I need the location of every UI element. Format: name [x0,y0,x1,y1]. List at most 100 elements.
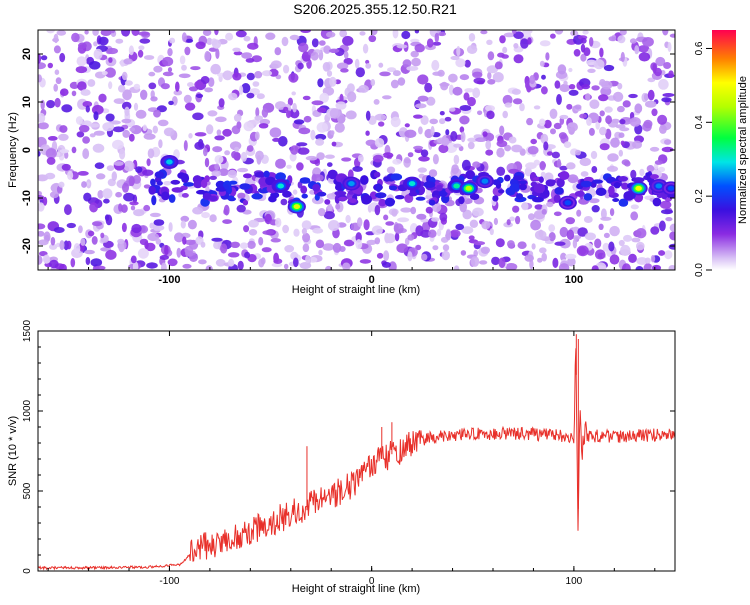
noise-blob [403,156,411,168]
noise-blob [300,30,311,33]
noise-blob [568,67,573,73]
noise-blob [359,259,372,264]
noise-blob [184,46,191,56]
noise-blob [234,146,240,153]
noise-blob [402,59,412,68]
signal-blob [338,196,348,201]
noise-blob [386,166,396,174]
noise-blob [366,239,377,245]
noise-blob [607,153,619,162]
noise-blob [567,174,579,184]
noise-blob [327,203,333,212]
signal-blob [263,170,270,178]
noise-blob [599,126,607,136]
noise-blob [566,229,575,241]
colorbar-ticks: 0.0 0.2 0.4 0.6 [694,41,712,277]
noise-blob [496,147,505,158]
noise-blob [548,224,556,233]
noise-blob [290,145,299,155]
noise-blob [192,112,204,121]
noise-blob [476,80,485,85]
noise-blob [599,47,604,58]
noise-blob [316,122,328,133]
noise-blob [180,215,190,222]
signal-blob [618,176,629,182]
noise-blob [139,238,149,246]
noise-blob [289,108,300,119]
noise-blob [513,43,519,49]
noise-blob [579,157,591,167]
signal-blob [361,194,373,204]
noise-blob [215,116,227,123]
noise-blob [617,82,623,90]
noise-blob [441,137,450,146]
colorbar-tick-label: 0.0 [694,263,705,277]
noise-blob [612,91,624,102]
signal-blob [202,192,212,200]
y-tick-label: -20 [21,238,33,254]
signal-blob [275,172,286,182]
noise-blob [78,125,90,133]
noise-blob [121,118,132,124]
noise-blob [383,214,389,221]
noise-blob [239,85,244,95]
noise-blob [326,31,336,38]
noise-blob [161,262,167,270]
noise-blob [539,160,546,171]
noise-blob [486,110,495,120]
signal-blob [196,189,207,195]
noise-blob [280,198,288,206]
noise-blob [583,216,593,223]
noise-blob [504,102,512,108]
noise-blob [270,60,282,69]
noise-blob [289,152,297,162]
noise-blob [135,166,143,174]
noise-blob [540,171,546,178]
noise-blob [417,167,427,173]
noise-blob [101,70,108,76]
noise-blob [298,127,311,135]
noise-blob [407,251,413,262]
noise-blob [346,83,355,93]
noise-blob [302,232,311,243]
noise-blob [634,45,640,55]
noise-blob [53,83,58,92]
noise-blob [227,252,240,258]
noise-blob [374,237,381,245]
noise-blob [106,47,118,55]
noise-blob [586,117,592,126]
snr-background [38,331,675,571]
noise-blob [371,225,383,235]
noise-blob [363,219,370,231]
signal-blob [384,197,395,207]
noise-blob [312,227,324,234]
signal-blob [301,193,308,199]
noise-blob [130,255,137,264]
noise-blob [164,245,169,256]
noise-blob [222,70,233,81]
noise-blob [237,167,249,173]
snr-frame [37,330,676,572]
noise-blob [424,82,433,93]
noise-blob [365,139,377,146]
noise-blob [123,160,135,172]
noise-blob [92,30,99,36]
noise-blob [255,107,260,118]
signal-blob [299,177,311,184]
noise-blob [97,190,104,199]
noise-blob [84,249,95,255]
noise-blob [270,238,281,243]
noise-blob [213,241,222,250]
noise-blob [345,110,357,120]
noise-blob [396,44,408,49]
noise-blob [566,257,576,267]
noise-blob [400,207,412,213]
noise-blob [591,205,600,213]
noise-blob [432,41,442,46]
noise-blob [198,259,207,265]
noise-blob [43,254,50,264]
noise-blob [599,110,605,117]
y-tick-label: 1000 [22,399,33,422]
noise-blob [49,243,58,250]
noise-blob [311,174,324,182]
